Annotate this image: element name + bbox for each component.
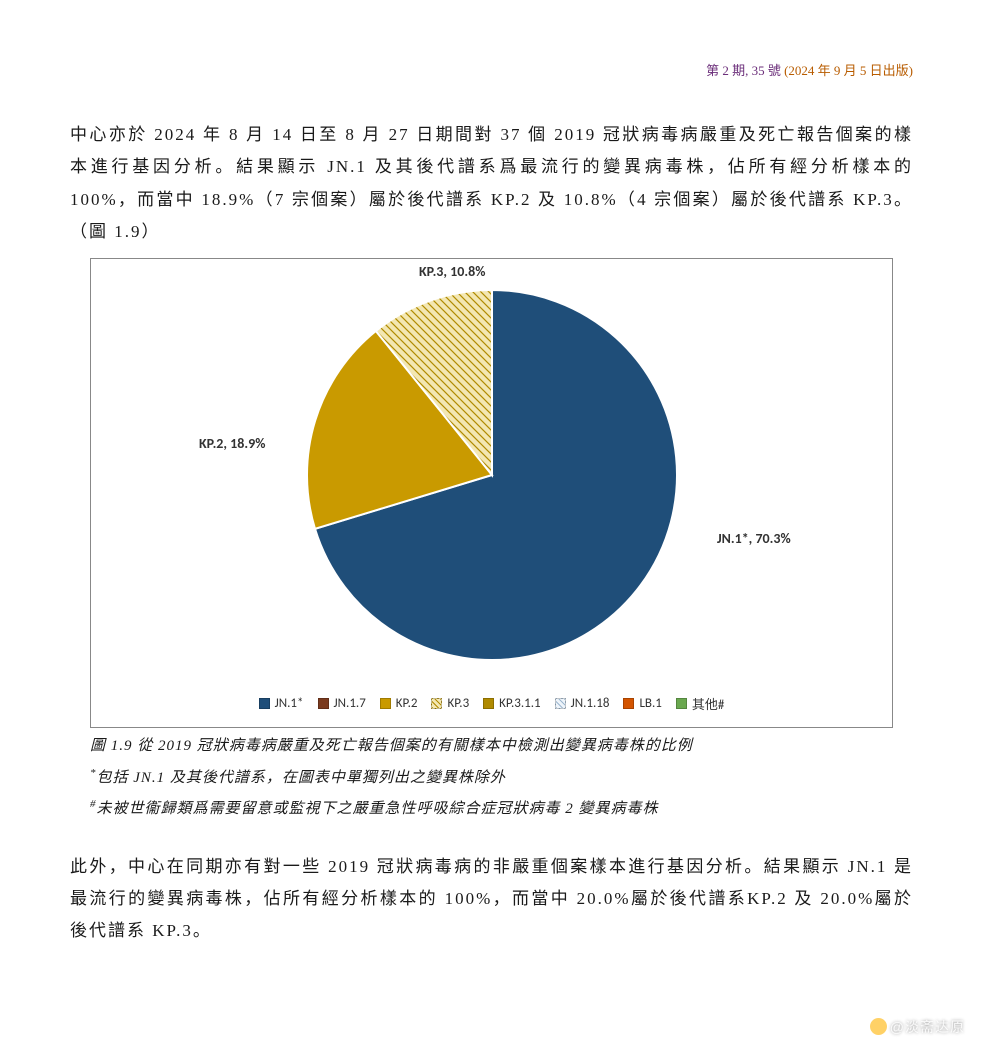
legend-item: JN.1.18 xyxy=(555,694,610,713)
legend-item: JN.1.7 xyxy=(318,694,366,713)
legend-swatch xyxy=(555,698,566,709)
legend-item: KP.3 xyxy=(431,694,469,713)
legend-item: KP.2 xyxy=(380,694,418,713)
legend-label: KP.3.1.1 xyxy=(499,696,540,711)
legend-swatch xyxy=(676,698,687,709)
watermark-icon xyxy=(870,1018,887,1035)
paragraph-1: 中心亦於 2024 年 8 月 14 日至 8 月 27 日期間對 37 個 2… xyxy=(70,119,913,248)
chart-legend: JN.1* JN.1.7 KP.2 KP.3 KP.3.1.1 JN.1.18 LB.1 其他… xyxy=(101,685,882,713)
legend-swatch xyxy=(431,698,442,709)
pie-chart-area: JN.1*, 70.3% KP.2, 18.9% KP.3, 10.8% xyxy=(101,265,882,685)
pie-chart-figure: JN.1*, 70.3% KP.2, 18.9% KP.3, 10.8% JN.1*… xyxy=(90,258,893,728)
legend-swatch xyxy=(380,698,391,709)
issue-number: 第 2 期, 35 號 xyxy=(706,63,784,78)
figure-footnote-1: *包括 JN.1 及其後代譜系，在圖表中單獨列出之變異株除外 xyxy=(90,764,893,792)
legend-swatch xyxy=(318,698,329,709)
watermark-text: @淡斋达原 xyxy=(890,1019,965,1035)
legend-item: KP.3.1.1 xyxy=(483,694,540,713)
legend-label: KP.3 xyxy=(447,696,469,711)
legend-item: JN.1* xyxy=(259,694,304,713)
watermark: @淡斋达原 xyxy=(870,1017,965,1037)
issue-date: (2024 年 9 月 5 日出版) xyxy=(784,63,913,78)
legend-label: JN.1.7 xyxy=(334,696,366,711)
figure-footnote-2: #未被世衞歸類爲需要留意或監視下之嚴重急性呼吸綜合症冠狀病毒 2 變異病毒株 xyxy=(90,795,893,823)
legend-label: 其他# xyxy=(692,694,724,713)
legend-label: JN.1* xyxy=(275,696,304,711)
legend-swatch xyxy=(259,698,270,709)
legend-swatch xyxy=(623,698,634,709)
pie-slice-label: KP.2, 18.9% xyxy=(199,435,265,452)
pie-slice-label: KP.3, 10.8% xyxy=(419,263,485,280)
pie-slice-label: JN.1*, 70.3% xyxy=(717,530,791,547)
legend-item: LB.1 xyxy=(623,694,661,713)
legend-label: KP.2 xyxy=(396,696,418,711)
legend-swatch xyxy=(483,698,494,709)
legend-label: JN.1.18 xyxy=(571,696,610,711)
legend-label: LB.1 xyxy=(639,696,661,711)
paragraph-2: 此外，中心在同期亦有對一些 2019 冠狀病毒病的非嚴重個案樣本進行基因分析。結… xyxy=(70,851,913,948)
pie-svg xyxy=(102,265,882,685)
legend-item: 其他# xyxy=(676,694,724,713)
issue-header: 第 2 期, 35 號 (2024 年 9 月 5 日出版) xyxy=(70,60,913,79)
figure-caption: 圖 1.9 從 2019 冠狀病毒病嚴重及死亡報告個案的有關樣本中檢測出變異病毒… xyxy=(90,734,893,760)
